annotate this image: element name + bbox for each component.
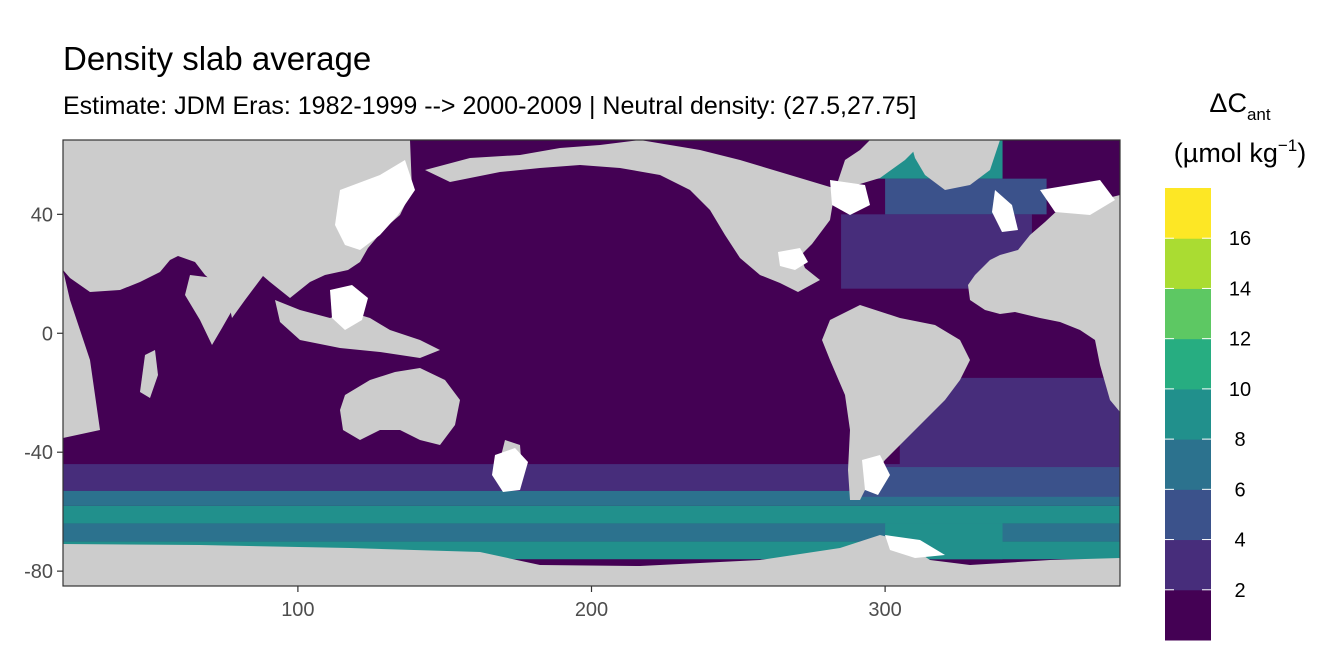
chart-subtitle: Estimate: JDM Eras: 1982-1999 --> 2000-2… <box>63 92 917 120</box>
legend-bin-3 <box>1165 439 1211 490</box>
legend-label: 12 <box>1229 329 1251 351</box>
missing-data-layer <box>330 160 1115 558</box>
legend-label: 6 <box>1234 479 1245 501</box>
missing-mediterranean <box>1040 180 1115 215</box>
land-south-america <box>822 305 970 500</box>
y-tick-label: 40 <box>31 204 53 226</box>
missing-labrador-coast <box>992 190 1018 232</box>
legend-label: 14 <box>1229 278 1251 300</box>
land-india <box>185 275 238 345</box>
land-greenland <box>910 140 1000 190</box>
legend-colorbar <box>1165 188 1211 641</box>
legend-bin-4 <box>1165 388 1211 440</box>
legend-label: 4 <box>1234 530 1245 552</box>
legend-bin-5 <box>1165 338 1211 390</box>
legend-bin-0 <box>1165 589 1211 641</box>
legend-bin-7 <box>1165 238 1211 289</box>
x-axis: 100 200 300 <box>281 586 902 621</box>
legend-bin-2 <box>1165 489 1211 541</box>
missing-south-china-sea <box>330 285 368 330</box>
x-tick-label: 200 <box>575 599 608 621</box>
legend-title-line2: (µmol kg−1) <box>1174 136 1306 168</box>
legend-title-line1: ΔCant <box>1209 88 1270 124</box>
legend: ΔCant (µmol kg−1) 2 4 6 8 10 12 14 16 <box>1165 88 1306 641</box>
x-tick-label: 300 <box>868 599 901 621</box>
land-indonesia <box>275 300 440 358</box>
zonal-band-3 <box>63 505 1120 524</box>
legend-bin-8 <box>1165 188 1211 239</box>
missing-new-zealand-shelf <box>492 448 528 492</box>
y-axis: 40 0 -40 -80 <box>24 204 63 583</box>
legend-bin-1 <box>1165 539 1211 591</box>
legend-label: 10 <box>1229 379 1251 401</box>
y-tick-label: -40 <box>24 442 53 464</box>
missing-weddell-coast <box>885 535 945 558</box>
land-asia-europe <box>63 140 412 318</box>
land-north-america <box>425 140 945 292</box>
legend-bin-6 <box>1165 288 1211 340</box>
land-antarctica <box>63 535 1120 586</box>
land-africa <box>63 270 100 438</box>
missing-gulf-mexico <box>778 248 808 270</box>
legend-label: 2 <box>1234 580 1245 602</box>
x-tick-label: 100 <box>281 599 314 621</box>
regional-patch-5 <box>855 467 1120 497</box>
legend-label: 8 <box>1234 429 1245 451</box>
land-australia <box>340 368 460 445</box>
land-madagascar <box>140 350 158 398</box>
legend-label: 16 <box>1229 228 1251 250</box>
missing-patagonia-shelf <box>862 455 890 495</box>
y-tick-label: 0 <box>42 323 53 345</box>
missing-japan-sea <box>335 160 415 250</box>
land-layer <box>63 140 1120 586</box>
legend-labels: 2 4 6 8 10 12 14 16 <box>1229 228 1251 602</box>
y-tick-label: -80 <box>24 561 53 583</box>
zonal-band-4 <box>63 523 1120 542</box>
map-panel <box>63 140 1120 586</box>
missing-hudson-bay <box>830 180 870 215</box>
chart-title: Density slab average <box>63 40 372 77</box>
